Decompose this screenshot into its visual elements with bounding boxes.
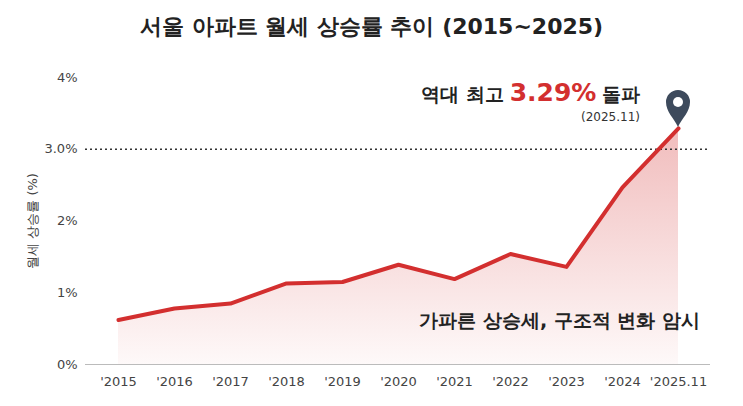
- svg-text:'2022: '2022: [492, 374, 529, 389]
- svg-text:'2019: '2019: [324, 374, 361, 389]
- html-text:가파른 상승세, 구조적 변화 암시: 가파른 상승세, 구조적 변화 암시: [419, 309, 700, 331]
- html-text:(2025.11): (2025.11): [581, 109, 640, 124]
- svg-text:'2020: '2020: [380, 374, 417, 389]
- svg-text:월세 상승률 (%): 월세 상승률 (%): [25, 173, 40, 269]
- html-text:서울 아파트 월세 상승률 추이 (2015~2025): 서울 아파트 월세 상승률 추이 (2015~2025): [139, 14, 604, 39]
- svg-text:3.0%: 3.0%: [44, 141, 77, 156]
- svg-text:'2017: '2017: [212, 374, 249, 389]
- svg-text:'2025.11: '2025.11: [650, 374, 707, 389]
- svg-text:'2024: '2024: [604, 374, 641, 389]
- svg-text:0%: 0%: [57, 357, 78, 372]
- html-text:역대 최고 3.29% 돌파: 역대 최고 3.29% 돌파: [421, 77, 640, 107]
- svg-text:'2023: '2023: [548, 374, 585, 389]
- svg-text:'2016: '2016: [156, 374, 193, 389]
- svg-text:1%: 1%: [57, 285, 78, 300]
- svg-text:2%: 2%: [57, 213, 78, 228]
- svg-text:'2015: '2015: [100, 374, 137, 389]
- svg-text:'2021: '2021: [436, 374, 473, 389]
- svg-text:'2018: '2018: [268, 374, 305, 389]
- svg-text:4%: 4%: [57, 70, 78, 85]
